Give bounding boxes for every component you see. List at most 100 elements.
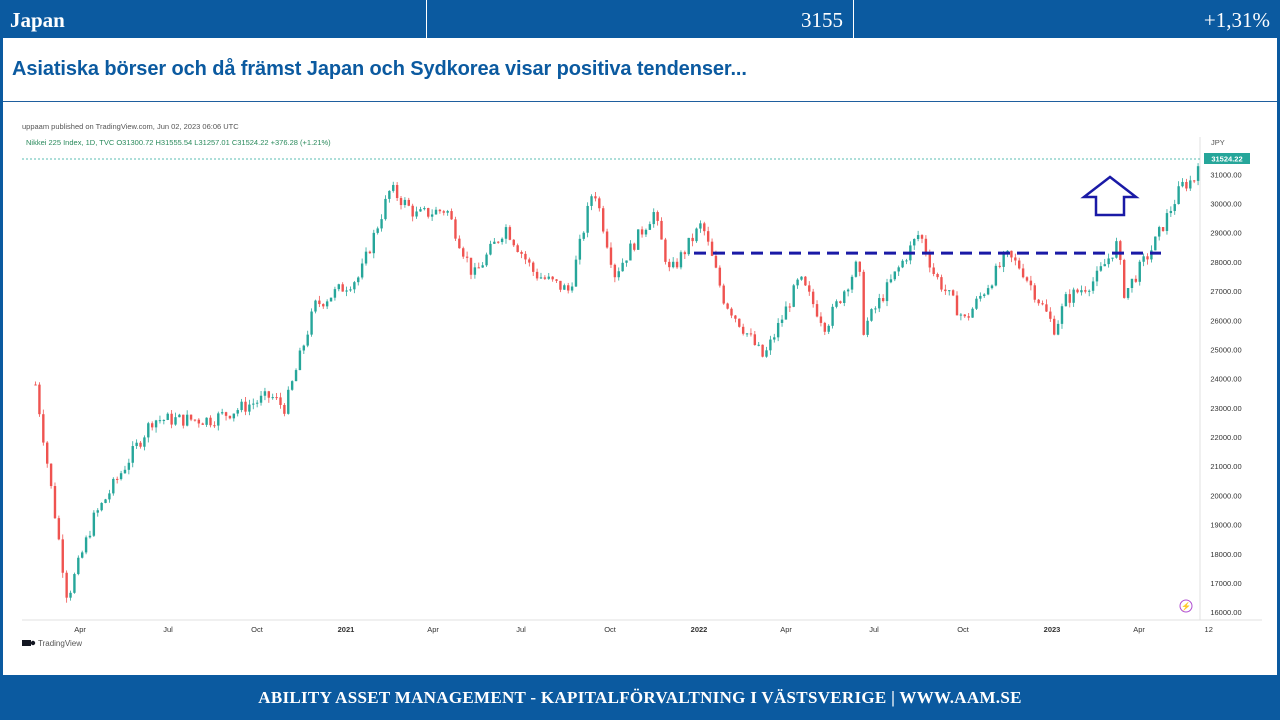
candle — [143, 435, 146, 451]
x-tick-label: 12 — [1205, 625, 1213, 634]
footer-bar: ABILITY ASSET MANAGEMENT - KAPITALFÖRVAL… — [0, 675, 1280, 720]
candle — [559, 280, 562, 293]
candle — [524, 251, 527, 265]
candle — [1049, 307, 1052, 322]
candle — [458, 235, 461, 249]
candle — [1099, 262, 1103, 272]
candle — [586, 202, 589, 238]
candle — [1072, 287, 1075, 307]
candle — [718, 265, 722, 288]
candle — [773, 333, 776, 343]
candle — [1018, 257, 1021, 270]
candle — [734, 314, 737, 323]
candle — [1122, 258, 1126, 299]
candle — [84, 535, 88, 555]
candle — [656, 210, 659, 226]
candle — [189, 414, 193, 422]
candle — [885, 278, 889, 307]
candle — [415, 206, 418, 219]
candle — [1107, 253, 1110, 268]
candle — [590, 194, 593, 211]
candle — [792, 283, 795, 308]
candle — [905, 258, 908, 265]
candle — [46, 441, 49, 468]
candle — [967, 312, 970, 321]
candle — [104, 498, 107, 504]
candle — [220, 408, 224, 415]
candle — [648, 221, 652, 231]
candle — [940, 274, 943, 292]
candle — [170, 410, 173, 429]
candle — [349, 286, 352, 292]
candle — [955, 291, 959, 316]
candle — [990, 284, 994, 290]
candle — [808, 281, 811, 296]
candle — [594, 192, 597, 202]
candle — [640, 226, 644, 238]
candle — [1080, 285, 1083, 296]
candle — [1189, 175, 1192, 191]
x-tick-label: Apr — [74, 625, 86, 634]
candle — [800, 276, 803, 281]
candle — [345, 286, 348, 297]
candle — [481, 262, 484, 268]
candle — [364, 247, 368, 266]
candle — [726, 302, 729, 310]
candle — [1088, 289, 1091, 297]
candle — [582, 231, 585, 241]
candle — [874, 306, 877, 314]
candle — [224, 411, 228, 421]
candle — [92, 510, 96, 537]
y-tick-label: 16000.00 — [1210, 608, 1241, 617]
candle — [450, 208, 453, 220]
candle — [65, 570, 68, 603]
candle — [61, 534, 64, 578]
candle — [827, 324, 830, 335]
candle — [1146, 253, 1149, 265]
candle — [547, 272, 550, 280]
candle — [1142, 253, 1145, 267]
candle — [360, 258, 364, 280]
candle — [1115, 237, 1118, 259]
candle — [854, 260, 858, 278]
candle — [920, 234, 924, 244]
candle — [209, 415, 212, 428]
candle — [979, 292, 982, 302]
candle — [411, 203, 414, 222]
candle — [835, 299, 838, 309]
candle — [703, 221, 706, 236]
candle — [166, 412, 169, 421]
y-tick-label: 29000.00 — [1210, 229, 1241, 238]
candle — [897, 265, 900, 276]
candle — [201, 422, 204, 425]
candle — [403, 197, 407, 208]
candle — [430, 209, 434, 221]
candle — [112, 477, 115, 496]
y-tick-label: 26000.00 — [1210, 316, 1241, 325]
candle — [248, 399, 251, 416]
candle — [1064, 291, 1068, 307]
candle — [96, 508, 99, 517]
candle — [998, 262, 1001, 269]
candle — [1076, 288, 1079, 294]
candle — [839, 300, 842, 304]
candle — [539, 272, 543, 279]
candle — [462, 246, 465, 259]
candle — [57, 515, 61, 541]
candle — [493, 238, 496, 244]
candle — [1138, 259, 1141, 286]
candle — [1111, 257, 1114, 262]
candle — [1181, 178, 1184, 188]
header-divider — [426, 0, 427, 38]
candle — [512, 239, 515, 247]
candle — [784, 301, 788, 320]
candle — [205, 417, 208, 427]
published-info: uppaam published on TradingView.com, Jun… — [22, 122, 239, 131]
candle — [399, 195, 403, 210]
y-tick-label: 24000.00 — [1210, 375, 1241, 384]
candle — [870, 308, 873, 322]
candle — [73, 572, 76, 594]
x-tick-label: 2023 — [1044, 625, 1061, 634]
candle — [283, 403, 286, 417]
candle — [691, 233, 694, 247]
